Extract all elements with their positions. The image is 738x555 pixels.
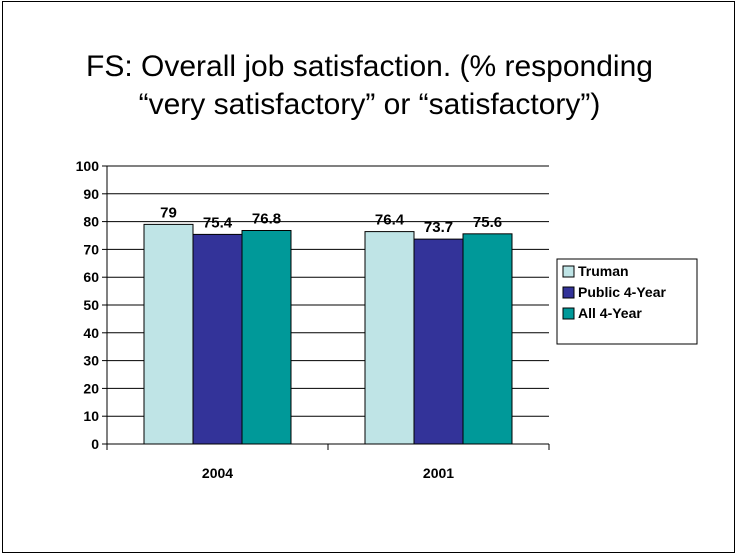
data-label: 76.4: [375, 212, 405, 229]
title-line-1: FS: Overall job satisfaction. (% respond…: [86, 50, 653, 83]
y-tick-label: 100: [76, 158, 100, 174]
legend-swatch: [562, 265, 575, 278]
y-tick-label: 90: [83, 186, 99, 202]
bar: [143, 223, 194, 445]
y-tick-label: 10: [83, 408, 99, 424]
legend-label: Truman: [578, 263, 629, 279]
y-tick-label: 20: [83, 380, 99, 396]
y-tick-label: 40: [83, 325, 99, 341]
y-tick-label: 30: [83, 353, 99, 369]
y-tick-label: 60: [83, 269, 99, 285]
title-line-2: “very satisfactory” or “satisfactory”): [138, 88, 601, 121]
legend-swatch: [562, 307, 575, 320]
legend-box: [556, 258, 698, 345]
data-label: 76.8: [252, 210, 281, 227]
bar: [413, 238, 464, 445]
data-label: 75.6: [473, 214, 502, 231]
y-tick-label: 50: [83, 297, 99, 313]
y-tick-label: 70: [83, 241, 99, 257]
data-label: 79: [160, 204, 177, 221]
bar: [364, 231, 415, 445]
y-tick-label: 0: [91, 436, 99, 452]
legend-label: Public 4-Year: [578, 284, 666, 300]
x-category-label: 2004: [202, 465, 233, 481]
bar: [241, 229, 292, 445]
data-label: 75.4: [203, 214, 233, 231]
y-tick-label: 80: [83, 214, 99, 230]
x-category-label: 2001: [423, 465, 454, 481]
legend-swatch: [562, 286, 575, 299]
legend-label: All 4-Year: [578, 305, 642, 321]
bar: [192, 233, 243, 445]
page-title: FS: Overall job satisfaction. (% respond…: [3, 48, 736, 124]
bar: [462, 233, 513, 445]
data-label: 73.7: [424, 219, 453, 236]
